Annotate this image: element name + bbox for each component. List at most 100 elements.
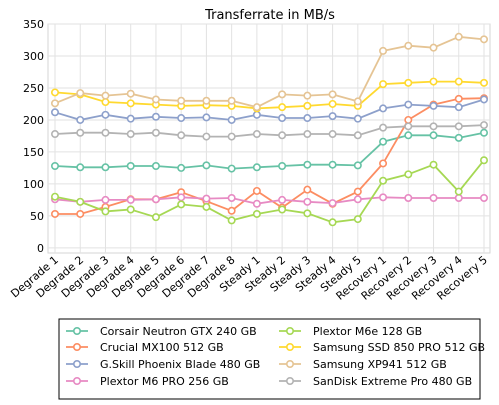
data-point — [126, 195, 135, 204]
data-point — [429, 160, 438, 169]
data-point — [278, 103, 287, 112]
data-point — [202, 113, 211, 122]
data-point — [202, 194, 211, 203]
data-point — [328, 130, 337, 139]
data-point — [101, 195, 110, 204]
data-point — [252, 103, 261, 112]
series-line — [54, 124, 485, 138]
series-g-skill-phoenix-blade-480-gb — [50, 95, 488, 124]
data-point — [177, 200, 186, 209]
data-point — [404, 100, 413, 109]
legend-label: Plextor M6e 128 GB — [313, 325, 422, 338]
data-point — [328, 199, 337, 208]
data-point — [429, 77, 438, 86]
data-point — [454, 77, 463, 86]
data-point — [303, 114, 312, 123]
data-point — [50, 88, 59, 97]
data-point — [252, 110, 261, 119]
data-point — [404, 131, 413, 140]
data-point — [101, 163, 110, 172]
legend-item: SanDisk Extreme Pro 480 GB — [279, 375, 472, 388]
data-point — [151, 112, 160, 121]
data-point — [454, 122, 463, 131]
data-point — [177, 114, 186, 123]
data-point — [404, 170, 413, 179]
data-point — [379, 80, 388, 89]
y-tick-label: 250 — [23, 82, 44, 95]
legend-item: Samsung XP941 512 GB — [279, 358, 447, 371]
series-lines — [50, 32, 488, 227]
data-point — [151, 162, 160, 171]
data-point — [479, 121, 488, 130]
data-point — [404, 115, 413, 124]
legend-label: Samsung SSD 850 PRO 512 GB — [313, 341, 485, 354]
data-point — [404, 193, 413, 202]
series-plextor-m6e-128-gb — [50, 156, 488, 227]
data-point — [379, 104, 388, 113]
data-point — [479, 193, 488, 202]
data-point — [278, 162, 287, 171]
data-point — [101, 128, 110, 137]
data-point — [252, 209, 261, 218]
data-point — [126, 162, 135, 171]
data-point — [379, 176, 388, 185]
data-point — [227, 193, 236, 202]
data-point — [353, 131, 362, 140]
legend-label: G.Skill Phoenix Blade 480 GB — [100, 358, 260, 371]
data-point — [328, 90, 337, 99]
legend-label: Samsung XP941 512 GB — [313, 358, 447, 371]
data-point — [278, 131, 287, 140]
data-point — [303, 185, 312, 194]
legend-label: SanDisk Extreme Pro 480 GB — [313, 375, 472, 388]
series-line — [54, 131, 485, 170]
data-point — [303, 130, 312, 139]
legend-item: G.Skill Phoenix Blade 480 GB — [66, 358, 260, 371]
data-point — [404, 41, 413, 50]
data-point — [151, 128, 160, 137]
data-point — [303, 91, 312, 100]
y-tick-label: 300 — [23, 50, 44, 63]
data-point — [353, 114, 362, 123]
data-point — [454, 103, 463, 112]
data-point — [379, 193, 388, 202]
data-point — [479, 95, 488, 104]
legend-marker — [285, 359, 294, 368]
data-point — [328, 112, 337, 121]
data-point — [101, 91, 110, 100]
series-samsung-xp941-512-gb — [50, 32, 488, 112]
data-point — [101, 207, 110, 216]
data-point — [454, 133, 463, 142]
data-point — [50, 192, 59, 201]
data-point — [454, 187, 463, 196]
data-point — [227, 115, 236, 124]
data-point — [379, 137, 388, 146]
data-point — [429, 193, 438, 202]
series-line — [54, 98, 485, 121]
data-point — [353, 161, 362, 170]
data-point — [227, 164, 236, 173]
legend-marker — [285, 342, 294, 351]
y-tick-label: 350 — [23, 18, 44, 31]
data-point — [50, 99, 59, 108]
data-point — [101, 110, 110, 119]
y-tick-label: 200 — [23, 114, 44, 127]
data-point — [50, 209, 59, 218]
data-point — [76, 197, 85, 206]
data-point — [50, 162, 59, 171]
data-point — [202, 161, 211, 170]
legend: Corsair Neutron GTX 240 GB Crucial MX100 … — [66, 325, 485, 388]
legend-marker — [73, 326, 82, 335]
data-point — [429, 101, 438, 110]
y-axis: 0 50 100 150 200 250 300 350 — [23, 18, 44, 255]
data-point — [479, 156, 488, 165]
legend-item: Crucial MX100 512 GB — [66, 341, 224, 354]
data-point — [151, 213, 160, 222]
series-sandisk-extreme-pro-480-gb — [50, 121, 488, 141]
legend-marker — [285, 376, 294, 385]
legend-label: Corsair Neutron GTX 240 GB — [100, 325, 257, 338]
data-point — [126, 114, 135, 123]
series-line — [54, 80, 485, 110]
data-point — [379, 123, 388, 132]
legend-item: Plextor M6e 128 GB — [279, 325, 422, 338]
